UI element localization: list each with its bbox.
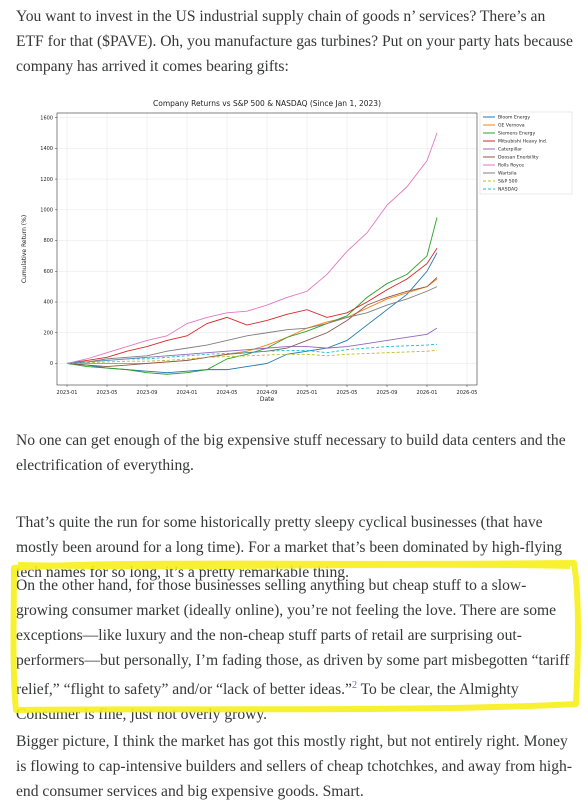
legend-label: S&P 500 [498,179,518,185]
chart: Company Returns vs S&P 500 & NASDAQ (Sin… [21,99,573,403]
x-tick-label: 2024-01 [177,390,198,396]
x-tick-label: 2026-05 [457,390,478,396]
y-tick-label: 600 [43,269,53,275]
y-tick-label: 1400 [40,146,53,152]
line [66,349,438,364]
legend-label: GE Vernova [498,123,525,129]
y-tick-label: 800 [43,238,53,244]
line [66,286,438,364]
legend-label: Doosan Enerbility [498,155,539,161]
paragraph: On the other hand, for those businesses … [16,573,574,727]
line [66,217,438,375]
y-axis-label: Cumulative Return (%) [21,215,28,283]
x-tick-label: 2023-09 [137,390,158,396]
y-tick-label: 0 [50,361,53,367]
legend-label: Wartsila [498,171,517,177]
x-tick-label: 2023-05 [97,390,118,396]
text: On the other hand, for those businesses … [16,577,570,699]
line [66,247,438,364]
y-tick-label: 200 [43,330,53,336]
x-tick-label: 2025-09 [377,390,398,396]
chart-title: Company Returns vs S&P 500 & NASDAQ (Sin… [153,99,381,108]
x-tick-label: 2024-05 [217,390,238,396]
footnote-ref[interactable]: 2 [351,680,357,691]
line [66,327,438,364]
line [66,252,438,374]
y-tick-label: 1200 [40,177,53,183]
y-tick-label: 1600 [40,115,53,121]
legend-label: Mitsubishi Heavy Ind. [498,139,547,145]
paragraph: You want to invest in the US industrial … [16,8,573,75]
paragraph: Bigger picture, I think the market has g… [16,733,573,800]
legend-label: Siemens Energy [498,131,535,137]
x-tick-label: 2025-01 [297,390,318,396]
line [67,278,438,364]
plot-frame [56,112,478,386]
legend-label: Bloom Energy [498,115,530,121]
x-axis-label: Date [260,396,275,403]
y-tick-label: 1000 [40,208,53,214]
legend-label: NASDAQ [498,187,518,193]
x-tick-label: 2025-05 [337,390,358,396]
line [66,343,438,364]
x-tick-label: 2026-01 [417,390,438,396]
paragraph: No one can get enough of the big expensi… [16,432,566,474]
legend-box [479,111,573,195]
legend-label: Rolls Royce [498,163,524,169]
legend-label: Caterpillar [498,147,522,153]
x-tick-label: 2024-09 [257,390,278,396]
y-tick-label: 400 [43,300,53,306]
x-tick-label: 2023-01 [57,390,78,396]
line [66,132,438,364]
